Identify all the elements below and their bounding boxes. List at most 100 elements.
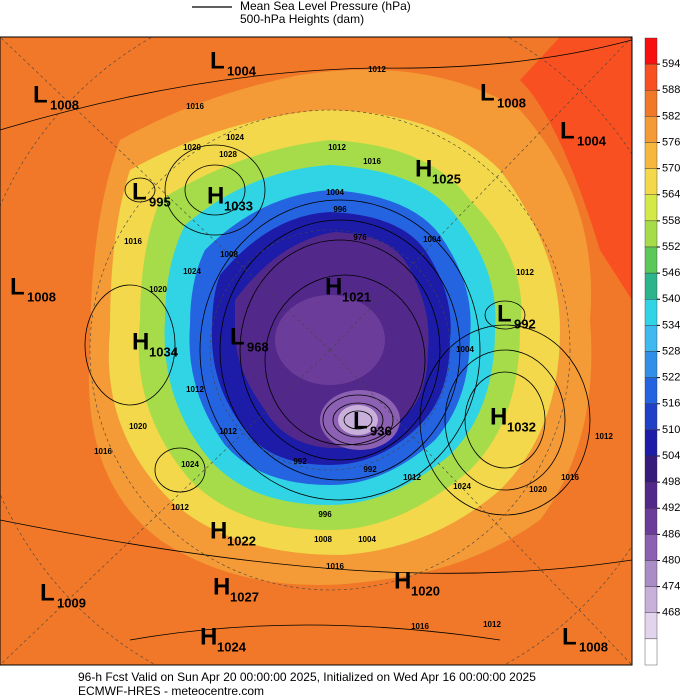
isobar-label: 1004 xyxy=(423,235,441,244)
isobar-label: 1012 xyxy=(595,432,613,441)
colorbar-label: 504 xyxy=(662,450,680,462)
center-value: 1004 xyxy=(577,133,607,148)
field xyxy=(0,480,140,665)
colorbar-box xyxy=(644,612,658,640)
colorbar-box xyxy=(644,272,658,300)
center-value: 936 xyxy=(370,423,392,438)
isobar-label: 1012 xyxy=(219,427,237,436)
isobar-label: 1020 xyxy=(183,143,201,152)
center-value: 1032 xyxy=(507,419,536,434)
center-value: 1008 xyxy=(27,289,56,304)
center-letter: H xyxy=(325,273,342,300)
center-letter: H xyxy=(207,182,224,209)
colorbar-label: 588 xyxy=(662,84,680,96)
center-letter: L xyxy=(562,623,577,650)
colorbar-label: 516 xyxy=(662,398,680,410)
colorbar-label: 546 xyxy=(662,267,680,279)
colorbar-label: 540 xyxy=(662,293,680,305)
isobar-label: 1012 xyxy=(403,473,421,482)
isobar-label: 996 xyxy=(318,510,332,519)
center-letter: H xyxy=(213,573,230,600)
colorbar-box xyxy=(644,377,658,404)
colorbar-label: 534 xyxy=(662,319,680,331)
center-value: 1025 xyxy=(432,171,461,186)
colorbar-box xyxy=(644,220,658,248)
colorbar-box xyxy=(644,455,658,483)
header: Mean Sea Level Pressure (hPa) 500-hPa He… xyxy=(192,0,411,26)
isobar-label: 1016 xyxy=(186,102,204,111)
colorbar-label: 480 xyxy=(662,554,680,566)
colorbar-label: 564 xyxy=(662,189,680,201)
colorbar-box xyxy=(644,168,658,195)
isobar-label: 996 xyxy=(333,205,347,214)
isobar-label: 1016 xyxy=(326,562,344,571)
isobar-label: 1016 xyxy=(411,622,429,631)
legend-text: Mean Sea Level Pressure (hPa) xyxy=(240,0,411,13)
isobar-label: 1004 xyxy=(358,535,376,544)
colorbar-box xyxy=(644,246,658,274)
center-value: 1024 xyxy=(217,639,247,654)
isobar-label: 1008 xyxy=(314,535,332,544)
center-value: 1020 xyxy=(411,583,440,598)
isobar-label: 1012 xyxy=(368,65,386,74)
colorbar-box xyxy=(644,116,658,143)
center-letter: L xyxy=(132,178,147,205)
isobar-label: 976 xyxy=(353,233,367,242)
isobar-label: 1016 xyxy=(363,157,381,166)
center-letter: L xyxy=(40,579,55,606)
center-value: 1004 xyxy=(227,63,257,78)
colorbar-box xyxy=(644,325,658,352)
isobar-label: 1016 xyxy=(94,447,112,456)
colorbar-label: 582 xyxy=(662,110,680,122)
isobar-label: 1024 xyxy=(453,482,471,491)
colorbar-label: 552 xyxy=(662,241,680,253)
colorbar-box xyxy=(644,37,658,65)
isobar-label: 1020 xyxy=(529,485,547,494)
colorbar-label: 486 xyxy=(662,528,680,540)
center-letter: L xyxy=(10,273,25,300)
center-letter: L xyxy=(210,47,225,74)
center-letter: L xyxy=(230,323,245,350)
map-frame xyxy=(0,36,633,666)
isobar-label: 1024 xyxy=(181,460,199,469)
isobar-label: 1024 xyxy=(226,133,244,142)
colorbar-box xyxy=(644,481,658,509)
colorbar-label: 594 xyxy=(662,58,680,70)
center-letter: H xyxy=(394,567,411,594)
colorbar-label: 498 xyxy=(662,476,680,488)
isobar-label: 1020 xyxy=(129,422,147,431)
colorbar-box xyxy=(644,508,658,535)
isobar-label: 1012 xyxy=(516,268,534,277)
center-value: 1009 xyxy=(57,595,86,610)
isobar-label: 1016 xyxy=(124,237,142,246)
colorbar-box xyxy=(644,194,658,222)
isobar-label: 1012 xyxy=(483,620,501,629)
footer-text: 96-h Fcst Valid on Sun Apr 20 00:00:00 2… xyxy=(78,670,536,684)
center-letter: H xyxy=(415,155,432,182)
isobar-label: 1028 xyxy=(219,150,237,159)
colorbar-label: 570 xyxy=(662,163,680,175)
center-letter: L xyxy=(560,117,575,144)
colorbar-box xyxy=(644,351,658,378)
isobar-label: 1004 xyxy=(456,345,474,354)
colorbar-label: 492 xyxy=(662,502,680,514)
isobars xyxy=(0,39,632,641)
center-value: 1022 xyxy=(227,533,256,548)
colorbar-box xyxy=(644,90,658,117)
colorbar-box xyxy=(644,534,658,561)
colorbar-box xyxy=(644,638,658,666)
center-value: 968 xyxy=(247,339,269,354)
colorbar-box xyxy=(644,586,658,613)
isobar-label: 1020 xyxy=(149,285,167,294)
colorbar: 594 588 582 576 570 564 558 552 546 540 534 528 522 5… xyxy=(644,37,680,666)
colorbar-box xyxy=(644,403,658,431)
field xyxy=(338,405,378,435)
isobar-label: 992 xyxy=(363,465,377,474)
isobar-label: 1004 xyxy=(326,188,344,197)
center-letter: L xyxy=(497,300,512,327)
isobar-label: 1012 xyxy=(171,503,189,512)
colorbar-label: 576 xyxy=(662,136,680,148)
center-value: 1027 xyxy=(230,589,259,604)
